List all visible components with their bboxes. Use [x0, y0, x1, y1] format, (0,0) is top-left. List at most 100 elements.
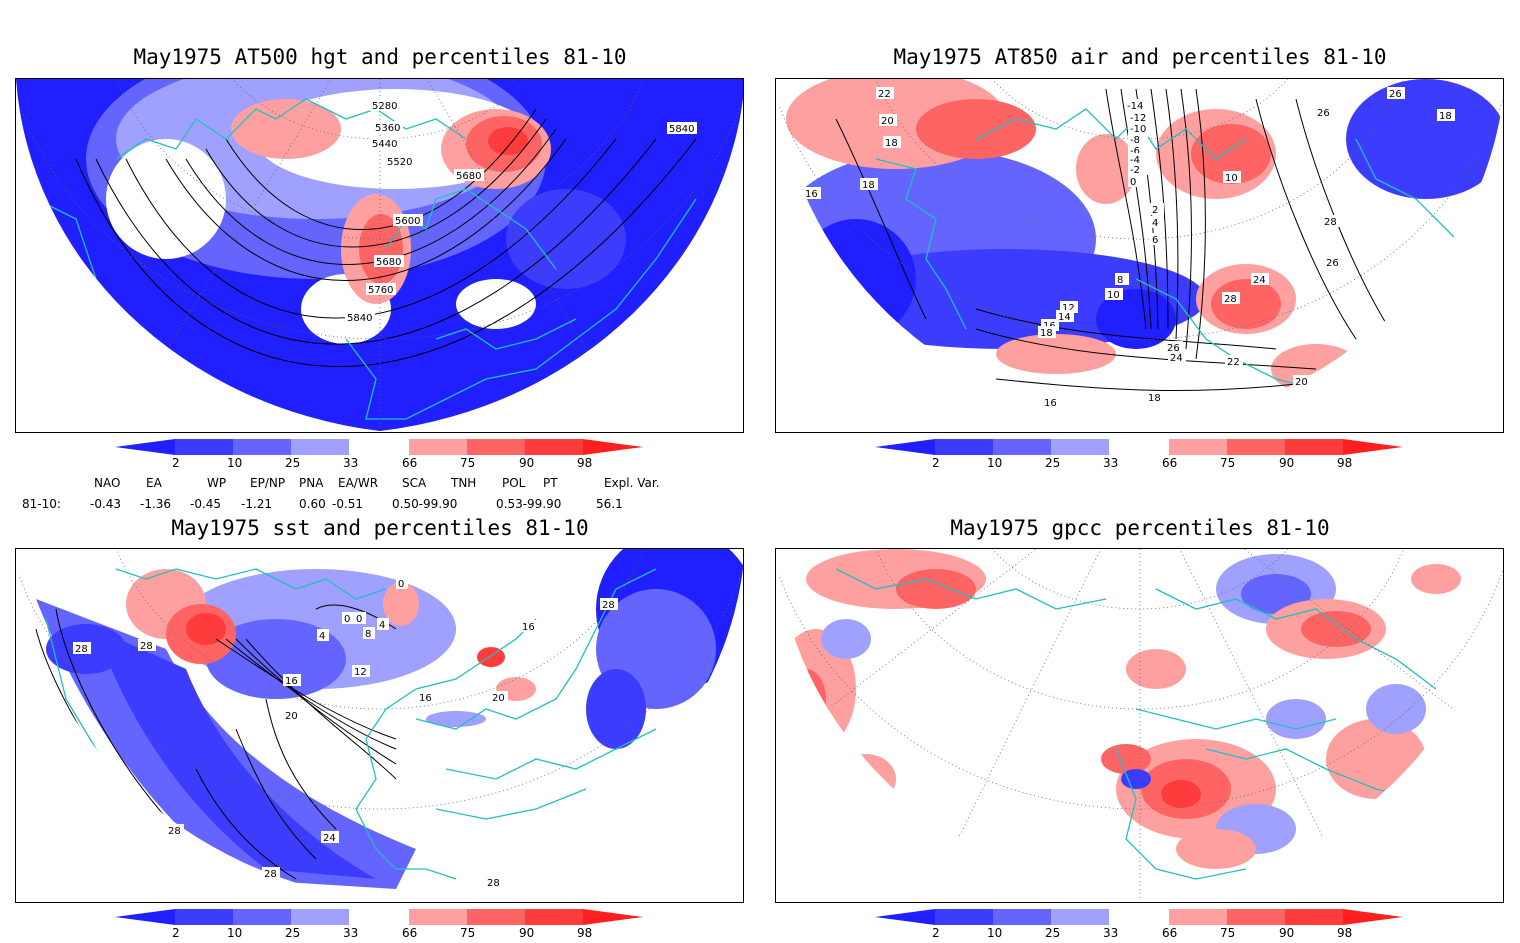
tick-label: 10 [227, 456, 242, 470]
colorbar-top-left: 2 10 25 33 66 75 90 98 [115, 439, 645, 473]
contour-label: 16 [1044, 398, 1057, 409]
panel2-map: 22 20 18 16 18 -14 -12 -10 -8 -6 -4 -2 0… [775, 78, 1504, 433]
contour-label: 16 [419, 693, 432, 704]
contour-label: 5360 [375, 123, 400, 134]
contour-label: 28 [487, 878, 500, 889]
contour-label: 5520 [387, 157, 412, 168]
index-header-sca: SCA [402, 476, 427, 490]
tick-label: 25 [1045, 926, 1060, 940]
index-header-explvar: Expl. Var. [604, 476, 660, 490]
contour-label: 5840 [669, 124, 694, 135]
contour-label: 5600 [395, 216, 420, 227]
contour-label: 18 [1040, 328, 1053, 339]
tick-label: 98 [577, 926, 592, 940]
contour-label: 8 [365, 629, 371, 640]
contour-label: 14 [1058, 312, 1071, 323]
tick-label: 75 [1220, 456, 1235, 470]
contour-label: 22 [878, 89, 891, 100]
contour-label: 20 [1295, 377, 1308, 388]
tick-label: 90 [519, 926, 534, 940]
contour-label: 28 [264, 869, 277, 880]
tick-label: 10 [987, 456, 1002, 470]
tick-label: 66 [402, 456, 417, 470]
tick-label: 75 [460, 456, 475, 470]
tick-label: 90 [1279, 456, 1294, 470]
contour-label: -2 [1130, 165, 1140, 176]
tick-label: 2 [172, 456, 180, 470]
contour-label: 16 [522, 622, 535, 633]
tick-label: 10 [227, 926, 242, 940]
contour-label: 0 [356, 614, 362, 625]
tick-label: 25 [285, 926, 300, 940]
contour-label: 24 [1170, 353, 1183, 364]
tick-label: 25 [285, 456, 300, 470]
colorbar-bottom-right: 2 10 25 33 66 75 90 98 [875, 909, 1405, 943]
contour-label: 18 [862, 180, 875, 191]
contour-label: 4 [319, 631, 325, 642]
contour-label: 26 [1317, 108, 1330, 119]
contour-label: 18 [1439, 111, 1452, 122]
contour-label: 28 [140, 641, 153, 652]
contour-label: 5760 [368, 285, 393, 296]
contour-label: 22 [1227, 357, 1240, 368]
index-value-eawr: -0.51 [332, 497, 364, 511]
index-header-eawr: EA/WR [338, 476, 379, 490]
contour-label: -12 [1130, 113, 1146, 124]
contour-label: 10 [1107, 290, 1120, 301]
panel1-map: 5280 5360 5440 5520 5600 5680 5760 5840 … [15, 78, 744, 433]
contour-label: 24 [323, 833, 336, 844]
tick-label: 10 [987, 926, 1002, 940]
contour-label: 24 [1253, 275, 1266, 286]
index-header-ea: EA [146, 476, 162, 490]
tick-label: 98 [1337, 926, 1352, 940]
tick-label: 2 [932, 456, 940, 470]
tick-label: 98 [1337, 456, 1352, 470]
tick-label: 98 [577, 456, 592, 470]
contour-label: 10 [1225, 173, 1238, 184]
panel3-map: 28 28 16 20 12 8 4 0 0 4 0 16 20 28 16 2… [15, 548, 744, 903]
index-header-pna: PNA [299, 476, 324, 490]
contour-label: 5840 [347, 313, 372, 324]
panel3-contour-labels: 28 28 16 20 12 8 4 0 0 4 0 16 20 28 16 2… [73, 577, 618, 889]
contour-label: -4 [1130, 155, 1140, 166]
contour-label: 0 [1130, 177, 1136, 188]
panel4-map [775, 548, 1504, 903]
index-value-nao: -0.43 [90, 497, 122, 511]
colorbar-svg-2: 2 10 25 33 66 75 90 98 [875, 439, 1403, 470]
tick-label: 75 [460, 926, 475, 940]
tick-label: 75 [1220, 926, 1235, 940]
contour-label: 26 [1389, 89, 1402, 100]
tick-label: 90 [1279, 926, 1294, 940]
contour-label: 16 [285, 676, 298, 687]
contour-label: 5440 [372, 139, 397, 150]
contour-label: 20 [285, 711, 298, 722]
contour-label: 28 [75, 644, 88, 655]
panel1-contour-labels: 5280 5360 5440 5520 5600 5680 5760 5840 … [345, 99, 697, 324]
colorbar-top-right: 2 10 25 33 66 75 90 98 [875, 439, 1405, 473]
contour-label: 26 [1326, 258, 1339, 269]
tick-label: 66 [1162, 926, 1177, 940]
contour-label: 12 [1062, 303, 1075, 314]
contour-label: -6 [1130, 146, 1140, 157]
tick-label: 2 [172, 926, 180, 940]
contour-label: -8 [1130, 135, 1140, 146]
contour-label: 5280 [372, 101, 397, 112]
contour-label: 20 [492, 693, 505, 704]
index-value-epnp: -1.21 [241, 497, 273, 511]
tick-label: 33 [1103, 926, 1118, 940]
contour-label: 0 [398, 579, 404, 590]
contour-label: 5680 [376, 257, 401, 268]
contour-label: 28 [1324, 217, 1337, 228]
contour-label: 18 [1148, 393, 1161, 404]
contour-label: 28 [168, 826, 181, 837]
contour-label: 2 [1152, 205, 1158, 216]
tick-label: 33 [343, 926, 358, 940]
panel3-title: May1975 sst and percentiles 81-10 [171, 516, 589, 540]
index-value-sca: 0.50-99.90 [392, 497, 458, 511]
index-row-label: 81-10: [22, 497, 61, 511]
tick-label: 66 [1162, 456, 1177, 470]
tick-label: 33 [343, 456, 358, 470]
index-header-tnh: TNH [451, 476, 477, 490]
index-header-epnp: EP/NP [250, 476, 286, 490]
panel2-contour-labels: 22 20 18 16 18 -14 -12 -10 -8 -6 -4 -2 0… [803, 87, 1455, 409]
